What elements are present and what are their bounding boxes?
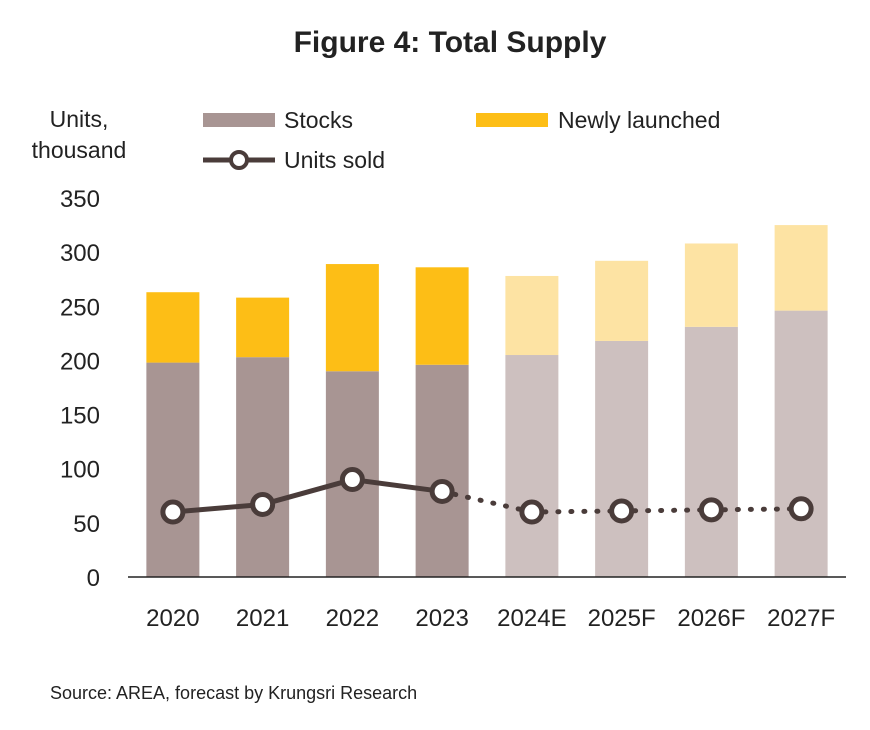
bar-newly-launched: [684, 243, 738, 327]
y-tick-label: 200: [60, 348, 100, 375]
units-sold-actual-segment: [261, 477, 354, 507]
units-sold-point: [698, 497, 724, 523]
bar-newly-launched: [146, 292, 200, 363]
legend-marker-units-sold: [229, 150, 249, 170]
units-sold-actual-segment: [172, 501, 263, 515]
bar-newly-launched: [774, 225, 828, 311]
x-tick-label: 2026F: [677, 605, 745, 632]
bar-stocks: [236, 357, 290, 577]
bar-stocks: [146, 362, 200, 577]
x-tick-label: 2022: [326, 605, 379, 632]
bar-stocks: [774, 310, 828, 577]
y-axis-ticks: 0 50 100 150 200 250 300 350: [60, 186, 100, 592]
units-sold-point: [250, 491, 276, 517]
y-tick-label: 250: [60, 294, 100, 321]
legend-swatch-newly-launched: [476, 113, 548, 127]
y-tick-label: 0: [87, 565, 100, 592]
units-sold-forecast-segment: [439, 488, 535, 515]
units-sold-point: [339, 467, 365, 493]
x-tick-label: 2024E: [497, 605, 566, 632]
legend-label-units-sold: Units sold: [284, 147, 385, 173]
units-sold-point: [788, 496, 814, 522]
bar-newly-launched: [325, 264, 379, 372]
units-sold-point: [160, 499, 186, 525]
y-tick-label: 350: [60, 186, 100, 213]
units-sold-forecast-segment: [619, 507, 714, 514]
units-sold-line-layer: [160, 467, 814, 525]
units-sold-point: [429, 478, 455, 504]
x-tick-label: 2023: [415, 605, 468, 632]
y-axis-label-line-1: Units,: [50, 106, 109, 132]
x-tick-label: 2021: [236, 605, 289, 632]
x-axis-ticks: 2020 2021 2022 2023 2024E 2025F 2026F 2027F: [146, 605, 835, 632]
y-tick-label: 300: [60, 240, 100, 267]
bar-newly-launched: [505, 275, 559, 356]
bar-stocks: [415, 364, 469, 577]
legend-swatch-stocks: [203, 113, 275, 127]
bar-stocks: [684, 326, 738, 577]
chart-title: Figure 4: Total Supply: [294, 26, 607, 59]
y-tick-label: 100: [60, 457, 100, 484]
legend-label-newly-launched: Newly launched: [558, 107, 720, 133]
x-tick-label: 2020: [146, 605, 199, 632]
bars-layer: [146, 225, 828, 577]
bar-newly-launched: [595, 260, 649, 341]
source-note: Source: AREA, forecast by Krungsri Resea…: [50, 683, 417, 703]
bar-newly-launched: [415, 267, 469, 365]
units-sold-point: [609, 498, 635, 524]
units-sold-actual-segment: [352, 477, 443, 494]
x-tick-label: 2025F: [588, 605, 656, 632]
units-sold-point: [519, 499, 545, 525]
x-tick-label: 2027F: [767, 605, 835, 632]
y-tick-label: 50: [73, 511, 100, 538]
bar-stocks: [505, 355, 559, 577]
bar-newly-launched: [236, 297, 290, 358]
units-sold-forecast-segment: [529, 508, 625, 515]
units-sold-forecast-segment: [708, 506, 804, 513]
bar-stocks: [595, 340, 649, 577]
y-tick-label: 150: [60, 403, 100, 430]
y-axis-label-line-2: thousand: [32, 137, 127, 163]
legend-label-stocks: Stocks: [284, 107, 353, 133]
